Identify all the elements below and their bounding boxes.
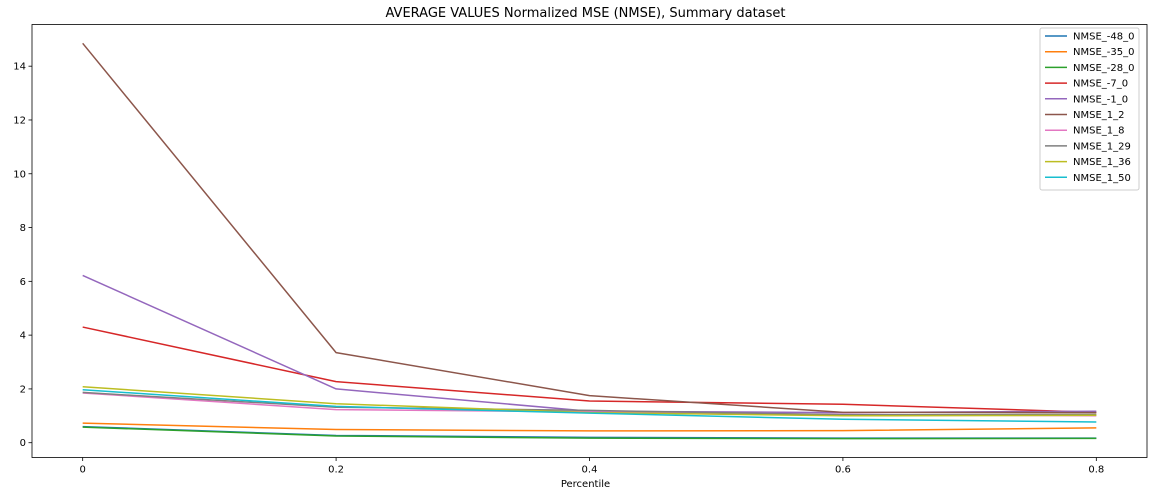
y-tick-label: 12	[13, 115, 26, 126]
x-tick-label: 0.4	[582, 465, 598, 476]
series-line-5	[82, 274, 1097, 414]
legend-label: NMSE_1_50	[1073, 173, 1131, 184]
chart-title: AVERAGE VALUES Normalized MSE (NMSE), Su…	[385, 6, 785, 21]
series-line-10	[82, 388, 1097, 423]
x-tick-label: 0	[79, 465, 85, 476]
legend-label: NMSE_1_8	[1073, 126, 1125, 137]
x-tick-label: 0.2	[328, 465, 344, 476]
series-line-8	[82, 391, 1097, 416]
legend: NMSE_-48_0 NMSE_-35_0 NMSE_-28_0 NMSE_-7_0 N…	[1039, 27, 1140, 191]
legend-box	[1039, 27, 1140, 191]
x-axis-label: Percentile	[561, 479, 610, 490]
y-tick-label: 6	[20, 277, 26, 288]
y-tick-label: 0	[20, 438, 26, 449]
legend-label: NMSE_1_29	[1073, 141, 1131, 152]
legend-label: NMSE_-1_0	[1073, 94, 1128, 105]
y-tick-label: 10	[13, 169, 26, 180]
legend-label: NMSE_-28_0	[1073, 63, 1134, 74]
series-line-2	[82, 422, 1097, 432]
x-tick-label: 0.8	[1088, 465, 1104, 476]
legend-label: NMSE_-7_0	[1073, 79, 1128, 90]
series-lines	[82, 42, 1097, 440]
legend-label: NMSE_-48_0	[1073, 32, 1134, 43]
x-axis: 0 0.2 0.4 0.6 0.8	[79, 457, 1104, 476]
y-tick-label: 8	[20, 223, 26, 234]
y-tick-label: 14	[13, 62, 26, 73]
y-tick-label: 2	[20, 384, 26, 395]
series-line-3	[82, 426, 1097, 440]
x-tick-label: 0.6	[835, 465, 851, 476]
y-axis: 0 2 4 6 8 10 12 14	[13, 62, 32, 449]
series-line-6	[82, 42, 1097, 414]
series-line-4	[82, 326, 1097, 414]
legend-label: NMSE_1_2	[1073, 110, 1125, 121]
plot-frame	[31, 24, 1148, 458]
y-tick-label: 4	[20, 331, 26, 342]
legend-label: NMSE_1_36	[1073, 157, 1131, 168]
legend-label: NMSE_-35_0	[1073, 47, 1134, 58]
